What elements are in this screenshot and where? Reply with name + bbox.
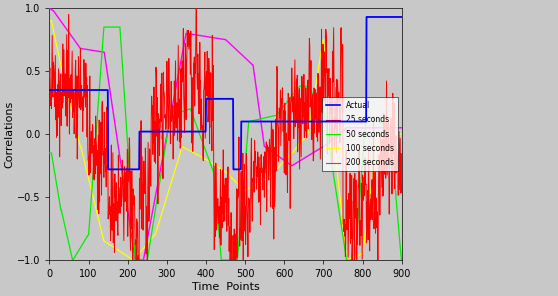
Legend: Actual, 25 seconds, 50 seconds, 100 seconds, 200 seconds: Actual, 25 seconds, 50 seconds, 100 seco… [323, 97, 398, 171]
X-axis label: Time  Points: Time Points [192, 282, 259, 292]
Y-axis label: Correlations: Correlations [4, 100, 14, 168]
